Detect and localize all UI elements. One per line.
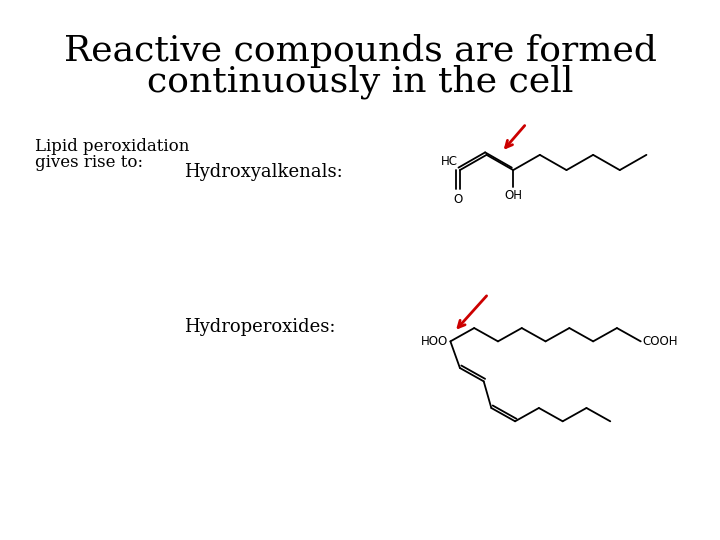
Text: O: O (454, 193, 463, 206)
Text: Reactive compounds are formed: Reactive compounds are formed (63, 34, 657, 68)
Text: Lipid peroxidation: Lipid peroxidation (35, 138, 189, 155)
Text: Hydroxyalkenals:: Hydroxyalkenals: (184, 163, 343, 181)
Text: continuously in the cell: continuously in the cell (147, 64, 573, 99)
Text: gives rise to:: gives rise to: (35, 154, 143, 171)
Text: HOO: HOO (421, 335, 449, 348)
Text: Hydroperoxides:: Hydroperoxides: (184, 318, 336, 336)
Text: COOH: COOH (643, 335, 678, 348)
Text: HC: HC (441, 155, 458, 168)
Text: OH: OH (504, 189, 522, 202)
